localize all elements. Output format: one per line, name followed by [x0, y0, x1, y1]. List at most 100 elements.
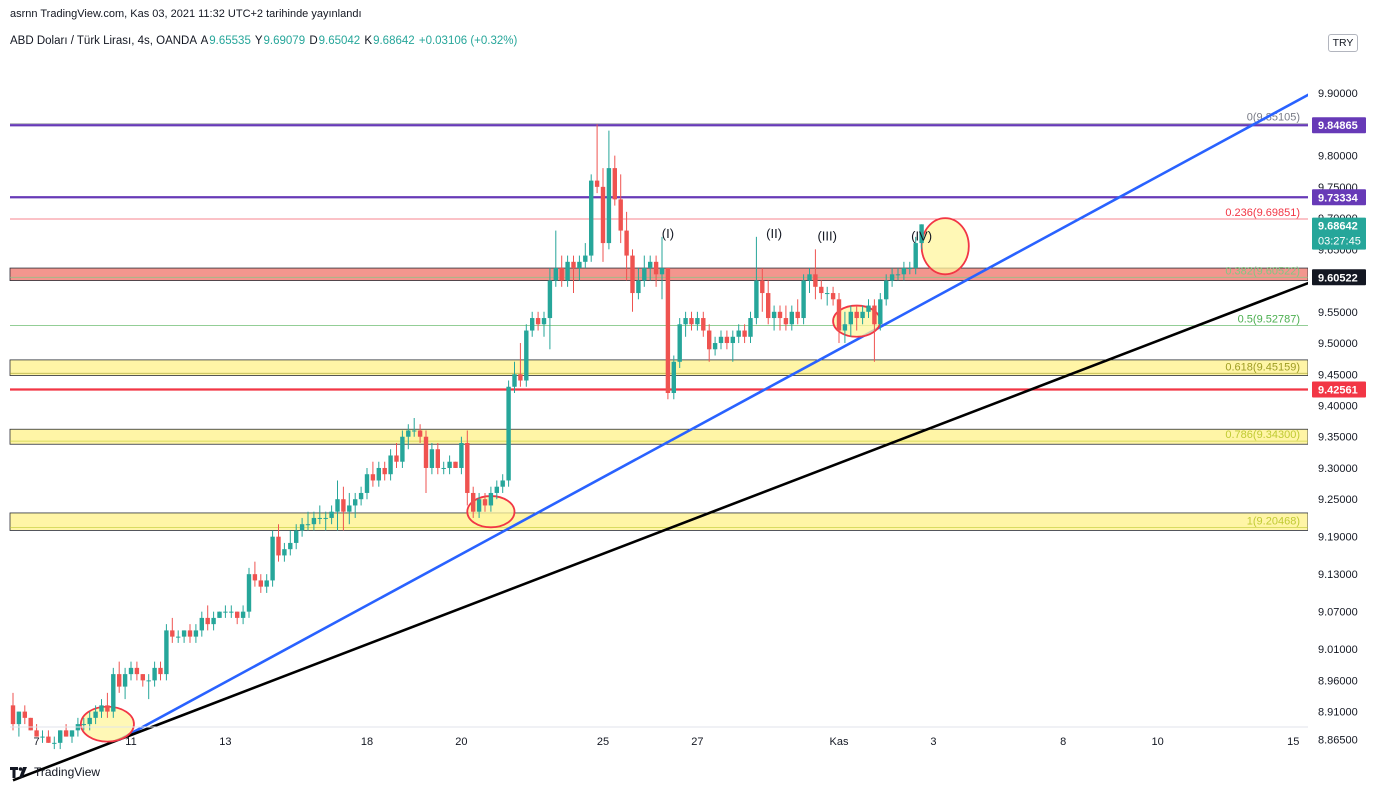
close-label: K [364, 35, 373, 47]
candle-body [565, 261, 570, 281]
candle-body [329, 511, 334, 518]
candle [447, 455, 452, 475]
price-tick-1: 9.80000 [1318, 151, 1358, 163]
candle [500, 474, 505, 493]
support-resistance-zones [9, 267, 1309, 531]
high-value: 9.69079 [263, 35, 306, 47]
candle [305, 511, 311, 531]
candle-body [187, 630, 193, 637]
symbol-legend: ABD Doları / Türk Lirası, 4s, OANDA A 9.6… [10, 35, 518, 47]
highlight-circles [79, 217, 970, 743]
symbol-name[interactable]: ABD Doları / Türk Lirası, 4s, OANDA [10, 35, 198, 47]
candle [748, 311, 753, 344]
wave-label-3: (IV) [911, 228, 932, 243]
candle [93, 705, 98, 725]
candle [181, 630, 187, 643]
candle-body [335, 499, 340, 512]
highlight-circle-3 [920, 217, 970, 276]
candle-body [760, 280, 765, 294]
open-label: A [200, 35, 209, 47]
candle-body [223, 611, 228, 613]
candle [40, 730, 45, 743]
price-tick-13: 9.19000 [1318, 532, 1358, 544]
candle-body [305, 524, 311, 526]
time-tick-8: 3 [930, 736, 936, 748]
candle [789, 305, 794, 331]
candle [10, 692, 16, 731]
candle [777, 305, 783, 331]
candle-body [229, 611, 234, 613]
candle-body [500, 480, 505, 487]
candle-body [789, 311, 794, 325]
candle-body [648, 261, 653, 269]
candle-body [16, 711, 22, 725]
candle-body [807, 274, 812, 281]
candle [22, 705, 27, 725]
candle-body [270, 536, 275, 581]
candle [99, 699, 104, 718]
time-axis: 7 11 13 18 20 25 27 Kas 3 8 10 15 [10, 726, 1308, 748]
candle-body [553, 268, 558, 281]
candle-body [482, 499, 488, 506]
candle [205, 605, 210, 631]
candle [459, 436, 464, 475]
candle [176, 630, 181, 643]
candle-body [671, 361, 676, 394]
price-tick-8: 9.45000 [1318, 369, 1358, 381]
candle [435, 442, 440, 475]
footer-brand[interactable]: TradingView [10, 765, 100, 779]
candle-body [46, 736, 51, 743]
candle [288, 530, 293, 556]
high-label: Y [254, 35, 263, 47]
change-value: +0.03106 (+0.32%) [418, 35, 518, 47]
candle-body [665, 268, 671, 394]
zone-0 [9, 267, 1309, 281]
level-badge-2-text: 9.42561 [1318, 385, 1358, 397]
candle-body [718, 336, 724, 344]
candle [913, 236, 918, 275]
candle [671, 355, 676, 400]
candle [482, 492, 488, 512]
candle-body [594, 180, 600, 187]
candle [370, 461, 376, 487]
fib-label-3: 0.5(9.52787) [1238, 314, 1300, 326]
price-tick-7: 9.50000 [1318, 338, 1358, 350]
candle-body [724, 336, 730, 344]
candle-body [766, 293, 771, 319]
currency-button[interactable]: TRY [1328, 34, 1358, 52]
candle [842, 311, 848, 344]
price-tick-16: 9.01000 [1318, 644, 1358, 656]
candle-body [901, 268, 907, 275]
candle [571, 255, 576, 294]
candle-body [299, 524, 305, 531]
candle-body [919, 224, 924, 244]
close-value: 9.68642 [373, 35, 415, 47]
candle [594, 124, 600, 194]
candle [158, 661, 163, 681]
price-tick-6: 9.55000 [1318, 307, 1358, 319]
candle [766, 280, 771, 325]
candle-body [394, 455, 399, 462]
candle-body [771, 311, 777, 319]
candle-body [353, 499, 358, 506]
candle [901, 261, 907, 281]
candle-body [22, 711, 27, 718]
candle [187, 624, 193, 643]
candle-body [512, 374, 517, 387]
time-tick-1: 11 [125, 736, 136, 748]
candle-body [754, 280, 759, 319]
candle [364, 467, 370, 500]
price-tick-11: 9.30000 [1318, 463, 1358, 475]
wave-label-2: (III) [817, 228, 837, 243]
candle-body [211, 617, 216, 625]
current-price-badge-text: 9.68642 [1318, 221, 1358, 233]
candle [724, 330, 730, 350]
candle-body [547, 280, 553, 319]
candle [689, 311, 694, 331]
candle-body [683, 318, 688, 325]
candle [258, 574, 263, 593]
candle [240, 605, 246, 625]
wave-label-0: (I) [662, 226, 674, 241]
candle-body [311, 517, 317, 525]
